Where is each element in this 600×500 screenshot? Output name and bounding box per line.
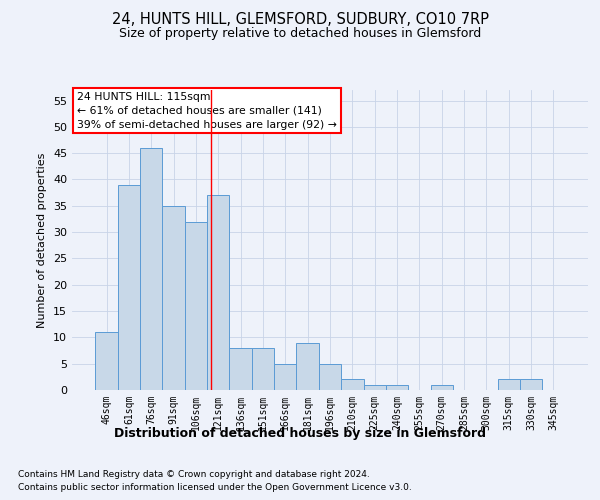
Bar: [386, 384, 408, 390]
Text: Contains HM Land Registry data © Crown copyright and database right 2024.: Contains HM Land Registry data © Crown c…: [18, 470, 370, 479]
Bar: [185, 222, 207, 390]
Bar: [431, 384, 453, 390]
Bar: [252, 348, 274, 390]
Text: Distribution of detached houses by size in Glemsford: Distribution of detached houses by size …: [114, 428, 486, 440]
Bar: [95, 332, 118, 390]
Bar: [520, 380, 542, 390]
Bar: [140, 148, 163, 390]
Bar: [207, 196, 229, 390]
Bar: [118, 184, 140, 390]
Text: Size of property relative to detached houses in Glemsford: Size of property relative to detached ho…: [119, 28, 481, 40]
Bar: [497, 380, 520, 390]
Bar: [341, 380, 364, 390]
Text: 24 HUNTS HILL: 115sqm
← 61% of detached houses are smaller (141)
39% of semi-det: 24 HUNTS HILL: 115sqm ← 61% of detached …: [77, 92, 337, 130]
Y-axis label: Number of detached properties: Number of detached properties: [37, 152, 47, 328]
Text: 24, HUNTS HILL, GLEMSFORD, SUDBURY, CO10 7RP: 24, HUNTS HILL, GLEMSFORD, SUDBURY, CO10…: [112, 12, 488, 28]
Bar: [296, 342, 319, 390]
Bar: [364, 384, 386, 390]
Bar: [274, 364, 296, 390]
Bar: [163, 206, 185, 390]
Bar: [229, 348, 252, 390]
Text: Contains public sector information licensed under the Open Government Licence v3: Contains public sector information licen…: [18, 482, 412, 492]
Bar: [319, 364, 341, 390]
